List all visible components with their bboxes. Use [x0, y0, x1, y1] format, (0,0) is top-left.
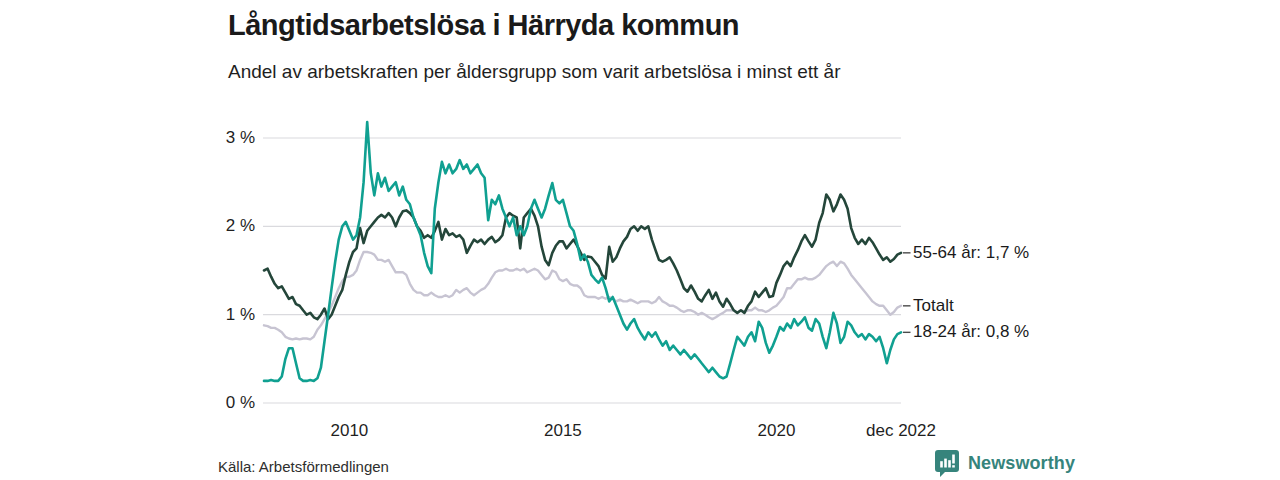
series-line-18-24-ar: [264, 122, 901, 381]
newsworthy-wordmark: Newsworthy: [968, 453, 1075, 474]
newsworthy-bubble-barchart-icon: [935, 449, 960, 478]
chart-card: Långtidsarbetslösa i Härryda kommun Ande…: [0, 0, 1280, 480]
y-tick-label: 1 %: [175, 305, 255, 325]
series-end-label: 18-24 år: 0,8 %: [913, 322, 1029, 342]
newsworthy-logo: Newsworthy: [935, 449, 1075, 478]
series-end-label: 55-64 år: 1,7 %: [913, 243, 1029, 263]
x-tick-label: 2015: [508, 421, 618, 441]
x-tick-label: dec 2022: [846, 421, 956, 441]
y-tick-label: 2 %: [175, 216, 255, 236]
series-line-Totalt: [264, 252, 901, 339]
chart-title: Långtidsarbetslösa i Härryda kommun: [228, 9, 739, 42]
chart-subtitle: Andel av arbetskraften per åldersgrupp s…: [228, 61, 841, 83]
y-tick-label: 0 %: [175, 393, 255, 413]
series-end-label: Totalt: [913, 296, 954, 316]
y-tick-label: 3 %: [175, 128, 255, 148]
x-tick-label: 2010: [294, 421, 404, 441]
source-note: Källa: Arbetsförmedlingen: [218, 458, 389, 475]
x-tick-label: 2020: [721, 421, 831, 441]
